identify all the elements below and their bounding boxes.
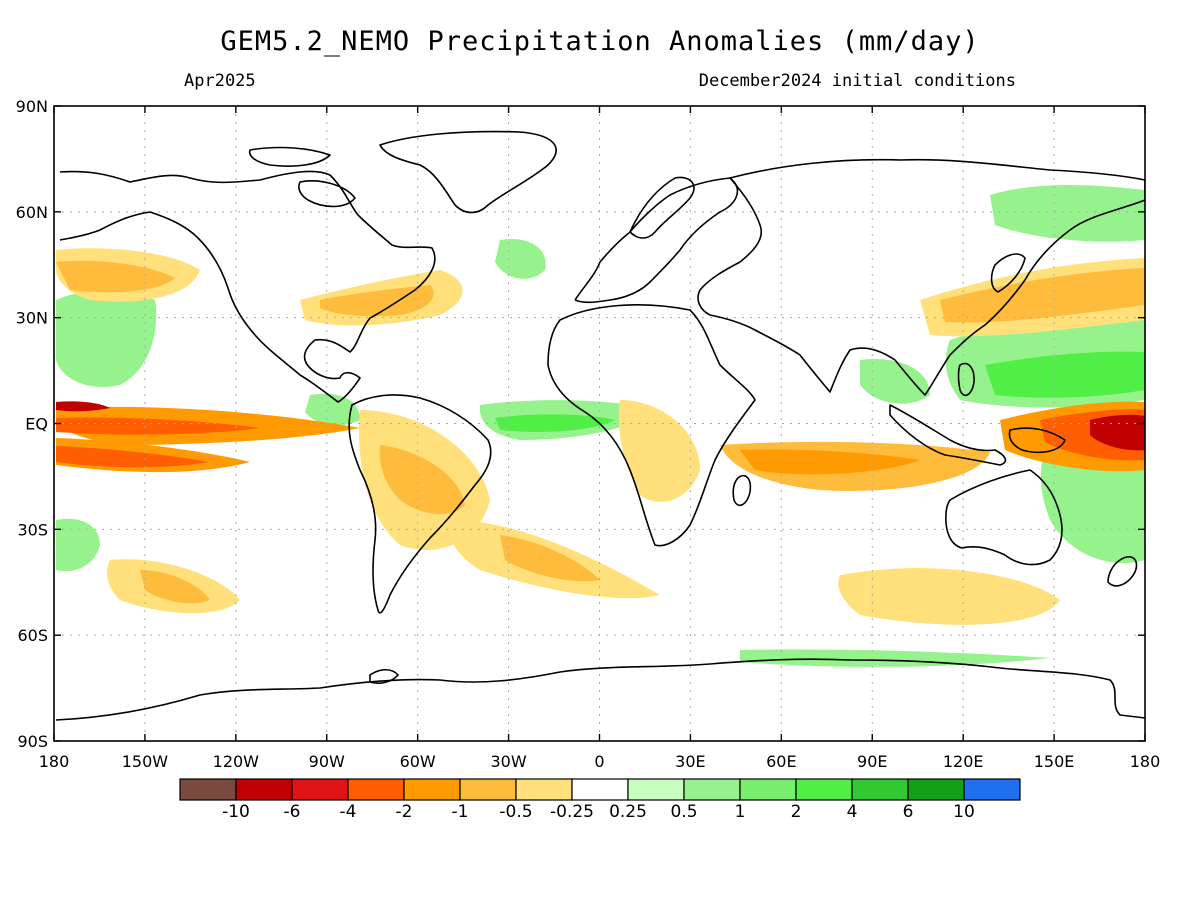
colorbar-label: -0.25 bbox=[550, 802, 594, 822]
coastline-asia bbox=[697, 158, 1145, 396]
lat-tick-label: 30S bbox=[17, 520, 48, 539]
anomaly-region-dry bbox=[379, 445, 465, 515]
colorbar-label: -1 bbox=[452, 802, 469, 822]
coastline-australia bbox=[945, 469, 1063, 566]
lat-tick-label: EQ bbox=[25, 415, 48, 434]
colorbar-label: -6 bbox=[284, 802, 301, 822]
anomaly-region-dry-extreme bbox=[56, 401, 110, 412]
coastline-new-zealand bbox=[1107, 556, 1138, 587]
colorbar-swatch bbox=[907, 778, 965, 801]
lon-tick-label: 0 bbox=[594, 752, 604, 771]
colorbar-label: 2 bbox=[791, 802, 802, 822]
lon-tick-label: 150E bbox=[1034, 752, 1075, 771]
lon-tick-label: 180 bbox=[1130, 752, 1161, 771]
anomaly-region-wet bbox=[495, 239, 546, 279]
coastline-indonesia bbox=[1008, 427, 1066, 454]
colorbar-swatch bbox=[515, 778, 573, 801]
valid-month-label: Apr2025 bbox=[184, 71, 256, 91]
colorbar-swatch bbox=[291, 778, 349, 801]
colorbar-swatch bbox=[459, 778, 517, 801]
colorbar: -10 -6 -4 -2 -1 -0.5 -0.25 0.25 0.5 1 2 4 6 10 bbox=[179, 778, 1021, 822]
anomaly-region-dry-very-strong bbox=[56, 417, 260, 435]
colorbar-label: 10 bbox=[953, 802, 975, 822]
anomaly-region-wet bbox=[990, 185, 1145, 242]
coastline-greenland bbox=[379, 130, 557, 214]
colorbar-label: 4 bbox=[847, 802, 858, 822]
colorbar-label: -0.5 bbox=[499, 802, 532, 822]
colorbar-swatch bbox=[739, 778, 797, 801]
coastline-indonesia bbox=[889, 404, 1007, 466]
anomaly-region-dry bbox=[56, 260, 175, 293]
coastline-europe bbox=[574, 177, 739, 304]
colorbar-label: -2 bbox=[396, 802, 413, 822]
coastlines bbox=[55, 130, 1145, 721]
coastline-antarctica bbox=[55, 658, 1145, 721]
lon-tick-label: 90E bbox=[857, 752, 887, 771]
anomaly-region-wet bbox=[1040, 446, 1145, 564]
lat-tick-label: 90N bbox=[16, 97, 48, 116]
anomaly-region-dry-light bbox=[618, 400, 700, 502]
lat-tick-label: 90S bbox=[17, 732, 48, 751]
coastline-arctic-islands bbox=[298, 180, 356, 208]
coastline-philippines bbox=[957, 362, 975, 397]
colorbar-label: -10 bbox=[222, 802, 250, 822]
colorbar-swatch bbox=[795, 778, 853, 801]
map-title: GEM5.2_NEMO Precipitation Anomalies (mm/… bbox=[220, 26, 980, 57]
anomaly-region-wet-strong bbox=[495, 414, 615, 432]
axes: 180 150W 120W 90W 60W 30W 0 30E 60E 90E 120E 150E 18… bbox=[16, 97, 1161, 771]
colorbar-swatch bbox=[403, 778, 461, 801]
anomaly-region-dry-very-strong bbox=[56, 446, 210, 468]
anomaly-region-wet bbox=[56, 518, 100, 572]
coastline-scandinavia bbox=[629, 176, 695, 239]
lon-tick-label: 120E bbox=[943, 752, 984, 771]
anomaly-region-dry bbox=[500, 535, 600, 582]
lon-tick-label: 30W bbox=[490, 752, 526, 771]
coastline-antarctic-peninsula bbox=[369, 668, 399, 684]
anomaly-region-dry bbox=[320, 285, 434, 317]
colorbar-label: -4 bbox=[340, 802, 357, 822]
coastline-madagascar bbox=[732, 474, 752, 507]
coastline-arctic-islands bbox=[248, 146, 331, 167]
anomaly-region-dry-light bbox=[838, 568, 1060, 625]
colorbar-swatch bbox=[851, 778, 909, 801]
anomaly-region-wet bbox=[860, 359, 930, 404]
coastline-africa bbox=[547, 304, 756, 547]
anomaly-region-wet bbox=[740, 649, 1050, 667]
anomaly-region-wet bbox=[56, 290, 157, 388]
colorbar-label: 0.5 bbox=[670, 802, 697, 822]
coastline-north-america bbox=[59, 170, 436, 403]
colorbar-swatch bbox=[179, 778, 237, 801]
colorbar-swatch bbox=[627, 778, 685, 801]
anomaly-region-wet-strong bbox=[985, 351, 1145, 398]
lat-tick-label: 60N bbox=[16, 203, 48, 222]
colorbar-swatch bbox=[235, 778, 293, 801]
anomaly-region-wet bbox=[305, 393, 360, 426]
colorbar-label: 6 bbox=[903, 802, 914, 822]
colorbar-swatch bbox=[571, 778, 629, 801]
lon-tick-label: 30E bbox=[675, 752, 705, 771]
lon-tick-label: 60E bbox=[766, 752, 796, 771]
anomaly-region-dry bbox=[140, 570, 210, 604]
lon-tick-label: 120W bbox=[213, 752, 260, 771]
lat-tick-label: 30N bbox=[16, 309, 48, 328]
lon-tick-label: 180 bbox=[39, 752, 70, 771]
initial-conditions-label: December2024 initial conditions bbox=[698, 71, 1016, 91]
anomaly-field-layer bbox=[56, 185, 1145, 667]
anomaly-region-dry-strong bbox=[740, 449, 920, 475]
anomaly-region-dry bbox=[940, 268, 1145, 323]
lon-tick-label: 90W bbox=[309, 752, 345, 771]
colorbar-label: 0.25 bbox=[609, 802, 647, 822]
lat-tick-label: 60S bbox=[17, 626, 48, 645]
lon-tick-label: 150W bbox=[122, 752, 169, 771]
colorbar-swatch bbox=[347, 778, 405, 801]
lon-tick-label: 60W bbox=[400, 752, 436, 771]
coastline-japan bbox=[990, 253, 1026, 293]
coastline-south-america bbox=[348, 394, 492, 614]
colorbar-label: 1 bbox=[735, 802, 746, 822]
colorbar-swatch bbox=[683, 778, 741, 801]
colorbar-swatch bbox=[963, 778, 1021, 801]
